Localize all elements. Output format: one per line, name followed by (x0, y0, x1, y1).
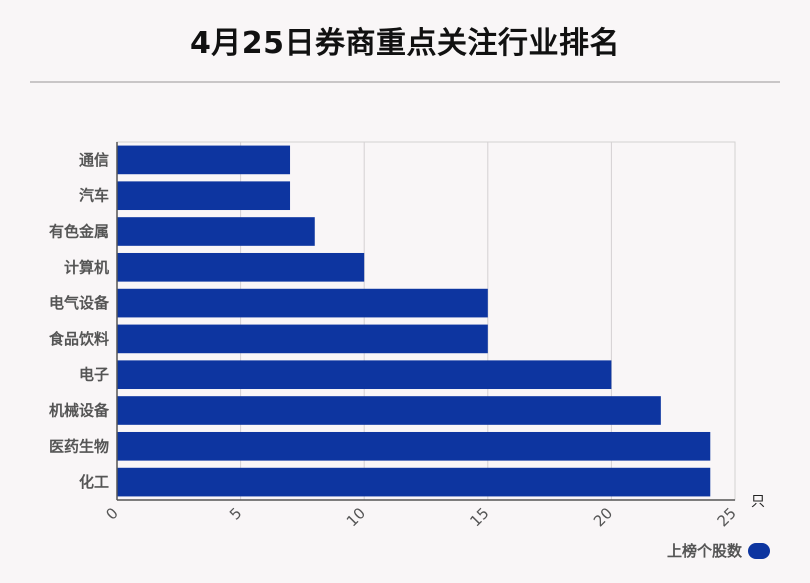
bar (117, 467, 711, 497)
title-divider (30, 81, 780, 83)
legend-label: 上榜个股数 (666, 542, 742, 560)
y-category-label: 有色金属 (49, 223, 109, 241)
bar (117, 181, 291, 211)
y-category-label: 医药生物 (49, 437, 109, 455)
x-tick-label: 10 (343, 504, 369, 530)
x-tick-label: 20 (590, 504, 616, 530)
x-tick-label: 5 (226, 504, 245, 523)
legend-swatch (748, 542, 770, 559)
y-category-label: 电气设备 (49, 294, 110, 312)
y-category-label: 汽车 (79, 187, 109, 205)
y-category-label: 计算机 (64, 258, 109, 276)
bar (117, 396, 661, 425)
y-category-label: 通信 (79, 151, 109, 169)
x-tick-label: 25 (714, 504, 740, 530)
x-tick-label: 0 (102, 504, 121, 523)
bar (117, 252, 365, 282)
legend[interactable]: 上榜个股数 (667, 540, 770, 561)
bar (117, 145, 291, 175)
x-tick-label: 15 (466, 504, 492, 530)
chart-title: 4月25日券商重点关注行业排名 (189, 26, 621, 61)
y-category-label: 电子 (79, 366, 109, 384)
bar (117, 431, 711, 461)
y-category-label: 化工 (79, 473, 109, 491)
x-axis-unit: 只 (751, 494, 765, 510)
y-category-label: 机械设备 (49, 402, 110, 420)
bar (117, 288, 488, 318)
y-category-label: 食品饮料 (49, 330, 109, 348)
bar (117, 324, 488, 354)
bar (117, 360, 612, 390)
bar (117, 217, 315, 246)
